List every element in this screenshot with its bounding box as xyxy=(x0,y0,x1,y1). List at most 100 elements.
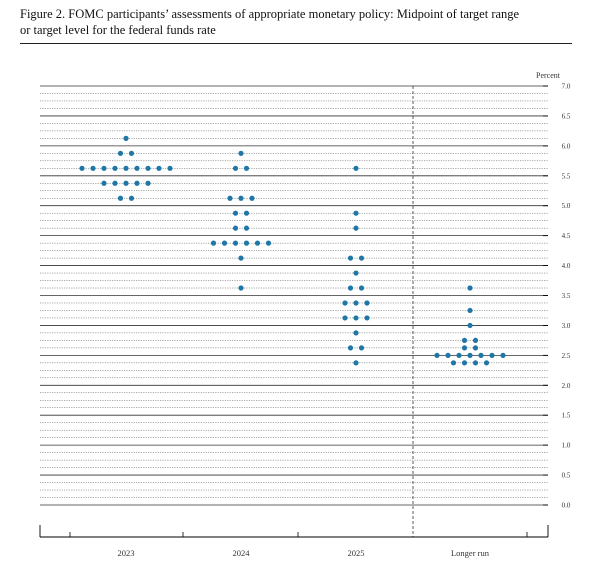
y-tick-label: 4.0 xyxy=(562,262,571,270)
dot-point xyxy=(79,165,85,171)
y-tick-label: 4.5 xyxy=(562,232,571,240)
dot-point xyxy=(238,195,244,201)
x-category-label: Longer run xyxy=(451,548,490,558)
dot-point xyxy=(90,165,96,171)
y-tick-label: 0.5 xyxy=(562,472,571,480)
dot-point xyxy=(145,165,151,171)
dot-point xyxy=(221,240,228,246)
dot-point xyxy=(461,337,468,343)
dot-point xyxy=(134,165,140,171)
dot-point xyxy=(112,180,118,186)
dot-point xyxy=(347,345,354,351)
dot-point xyxy=(210,240,217,246)
dot-point xyxy=(128,195,135,201)
dot-point xyxy=(364,315,370,321)
figure-title: Figure 2. FOMC participants’ assessments… xyxy=(20,6,580,38)
y-tick-label: 6.5 xyxy=(562,112,571,120)
dot-point xyxy=(232,240,239,246)
y-tick-label: 2.5 xyxy=(562,352,571,360)
x-category-label: 2024 xyxy=(233,548,251,558)
dot-point xyxy=(353,360,359,366)
dot-point xyxy=(461,360,468,366)
dot-point xyxy=(489,352,495,358)
dot-point xyxy=(472,360,479,366)
dot-point xyxy=(265,240,272,246)
dot-point xyxy=(342,300,348,306)
y-tick-label: 3.5 xyxy=(562,292,571,300)
dot-point xyxy=(101,180,107,186)
dot-point xyxy=(364,300,370,306)
dot-point xyxy=(434,352,440,358)
dot-point xyxy=(167,165,173,171)
dot-point xyxy=(461,345,468,351)
dot-point xyxy=(467,285,473,291)
dot-point xyxy=(358,255,365,261)
dot-point xyxy=(101,165,107,171)
axes xyxy=(39,85,549,538)
dot-point xyxy=(123,165,129,171)
dot-point xyxy=(500,352,506,358)
y-tick-label: 2.0 xyxy=(562,382,571,390)
dot-point xyxy=(347,255,354,261)
dot-point xyxy=(156,165,162,171)
dot-point xyxy=(117,150,124,156)
dot-point xyxy=(243,225,250,231)
dot-point xyxy=(117,195,124,201)
dot-point xyxy=(358,345,365,351)
y-tick-label: 5.5 xyxy=(562,172,571,180)
dot-point xyxy=(353,210,359,216)
dot-point xyxy=(445,352,451,358)
dot-point xyxy=(353,270,359,276)
dot-point xyxy=(358,285,365,291)
figure-title-line-1: Figure 2. FOMC participants’ assessments… xyxy=(20,7,520,21)
dot-point xyxy=(249,195,255,201)
dot-point xyxy=(238,150,244,156)
y-tick-label: 6.0 xyxy=(562,142,571,150)
y-tick-label: 0.0 xyxy=(562,502,571,510)
y-axis-unit-label: Percent xyxy=(536,71,561,80)
dot-point xyxy=(238,255,244,261)
dot-point xyxy=(145,180,151,186)
dot-point xyxy=(232,210,239,216)
dot-point xyxy=(243,210,250,216)
dot-point xyxy=(243,165,250,171)
dot-point xyxy=(112,165,118,171)
gridlines xyxy=(40,85,548,506)
dot-point xyxy=(472,345,479,351)
dot-point xyxy=(353,315,359,321)
y-tick-labels: 0.0 0.5 1.0 1.5 2.0 2.5 3.0 3.5 4.0 4.5 5.0 5.5 6.0 6… xyxy=(562,83,571,510)
y-tick-label: 1.5 xyxy=(562,412,571,420)
dot-point xyxy=(478,352,484,358)
dot-point xyxy=(227,195,233,201)
dot-point xyxy=(353,165,359,171)
dot-point xyxy=(467,352,473,358)
dot-point xyxy=(254,240,261,246)
dot-point xyxy=(123,180,129,186)
y-tick-label: 1.0 xyxy=(562,442,571,450)
dot-point xyxy=(232,225,239,231)
dot-point xyxy=(456,352,462,358)
dot-point xyxy=(134,180,140,186)
dot-point xyxy=(353,330,359,336)
dot-point xyxy=(347,285,354,291)
dot-point xyxy=(128,150,135,156)
dot-point xyxy=(238,285,244,291)
y-tick-label: 7.0 xyxy=(562,83,571,91)
dot-point xyxy=(232,165,239,171)
dot-point xyxy=(123,135,129,141)
x-category-label: 2025 xyxy=(348,548,365,558)
dots xyxy=(79,135,506,366)
category-labels: 2023 2024 2025 Longer run xyxy=(118,548,490,558)
y-tick-label: 5.0 xyxy=(562,202,571,210)
dot-point xyxy=(450,360,457,366)
dot-point xyxy=(472,337,479,343)
dot-point xyxy=(467,322,473,329)
dot-point xyxy=(467,307,473,314)
figure-title-line-2: or target level for the federal funds ra… xyxy=(20,23,216,37)
title-rule xyxy=(20,43,572,44)
dot-point xyxy=(243,240,250,246)
dot-point xyxy=(353,225,359,231)
dot-point xyxy=(483,360,490,366)
y-tick-label: 3.0 xyxy=(562,322,571,330)
